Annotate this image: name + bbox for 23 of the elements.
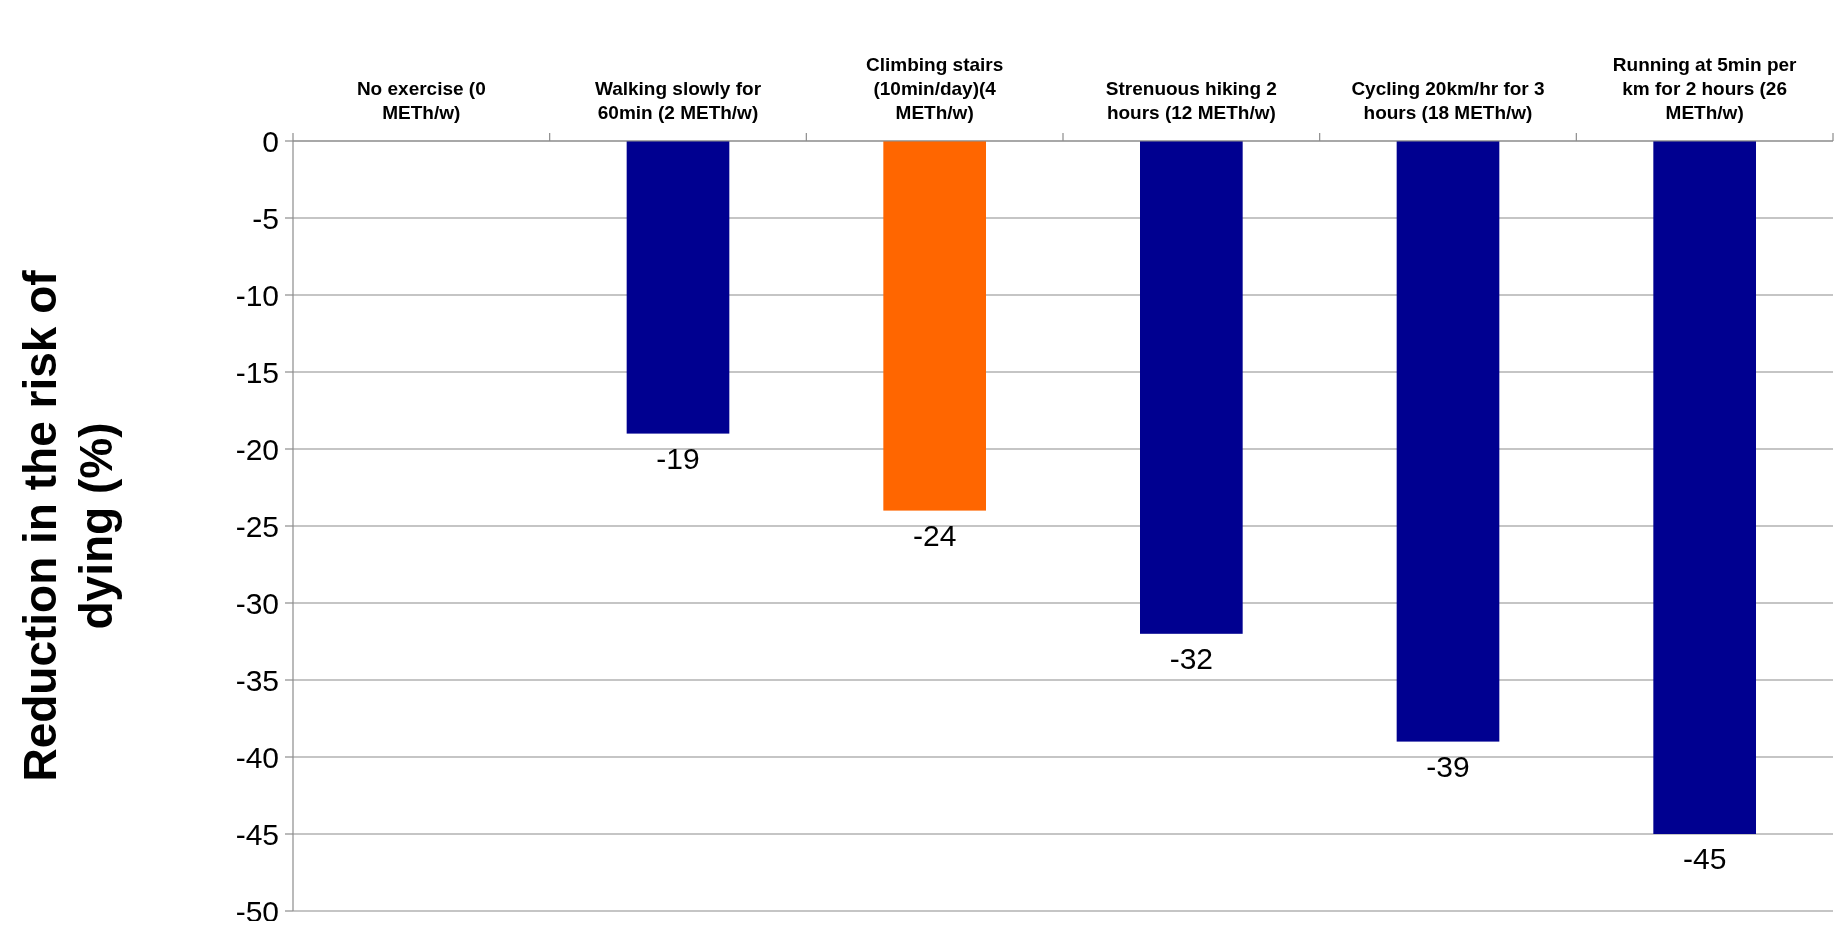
data-label: -32: [1169, 641, 1214, 675]
y-tick-label: -40: [235, 740, 279, 774]
y-tick-label: 0: [262, 124, 279, 158]
x-tick-label: Cycling 20km/hr for 3 hours (18 METh/w): [1351, 78, 1545, 123]
data-label: -45: [1682, 842, 1727, 875]
y-tick-label: -20: [235, 432, 279, 466]
y-tick-label: -25: [235, 509, 279, 543]
y-tick-label: -50: [235, 894, 279, 928]
data-label: -39: [1426, 749, 1470, 783]
x-tick-label: No exercise (0 METh/w): [356, 78, 486, 123]
data-label: -24: [912, 518, 957, 552]
data-label: -19: [656, 441, 700, 475]
x-tick-label: Strenuous hiking 2 hours (12 METh/w): [1105, 78, 1277, 123]
y-tick-label: -10: [235, 278, 279, 312]
y-tick-label: -5: [252, 201, 279, 235]
y-tick-label: -30: [235, 586, 279, 620]
x-tick-label: Walking slowly for 60min (2 METh/w): [594, 78, 762, 123]
y-tick-label: -15: [235, 355, 279, 389]
y-tick-label: -45: [235, 817, 279, 851]
x-tick-label: Climbing stairs (10min/day)(4 METh/w): [866, 54, 1004, 123]
y-axis-title: Reduction in the risk of dying (%): [14, 269, 122, 782]
x-tick-label: Running at 5min per km for 2 hours (26 METh/w): [1612, 54, 1798, 123]
y-tick-label: -35: [235, 663, 279, 697]
